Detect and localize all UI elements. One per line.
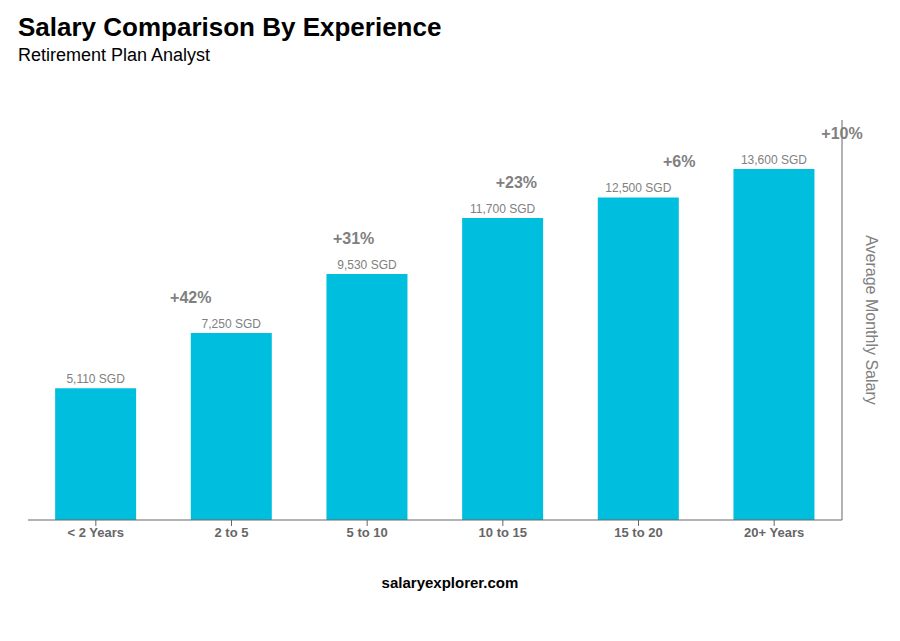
svg-text:< 2 Years: < 2 Years bbox=[68, 525, 125, 540]
html-text:salary explorer.com: salary explorer.com bbox=[381, 574, 519, 591]
svg-text:+10%: +10% bbox=[821, 125, 862, 142]
svg-text:10 to 15: 10 to 15 bbox=[479, 525, 527, 540]
svg-text:12,500 SGD: 12,500 SGD bbox=[605, 181, 671, 195]
svg-text:5 to 10: 5 to 10 bbox=[347, 525, 388, 540]
svg-text:+42%: +42% bbox=[170, 289, 211, 306]
svg-text:13,600 SGD: 13,600 SGD bbox=[741, 153, 807, 167]
svg-text:9,530 SGD: 9,530 SGD bbox=[337, 258, 397, 272]
html-text:Retirement Plan Analyst: Retirement Plan Analyst bbox=[18, 45, 211, 65]
svg-text:15 to 20: 15 to 20 bbox=[614, 525, 662, 540]
svg-text:20+ Years: 20+ Years bbox=[744, 525, 804, 540]
svg-text:5,110 SGD: 5,110 SGD bbox=[66, 372, 125, 386]
svg-text:+6%: +6% bbox=[663, 153, 695, 170]
svg-text:2 to 5: 2 to 5 bbox=[215, 525, 249, 540]
svg-text:Average Monthly Salary: Average Monthly Salary bbox=[863, 235, 880, 405]
svg-text:+31%: +31% bbox=[333, 230, 374, 247]
html-text:Salary Comparison By Experienc: Salary Comparison By Experience bbox=[18, 12, 442, 42]
svg-text:11,700 SGD: 11,700 SGD bbox=[470, 202, 535, 216]
svg-text:+23%: +23% bbox=[496, 174, 537, 191]
svg-text:7,250 SGD: 7,250 SGD bbox=[202, 317, 262, 331]
